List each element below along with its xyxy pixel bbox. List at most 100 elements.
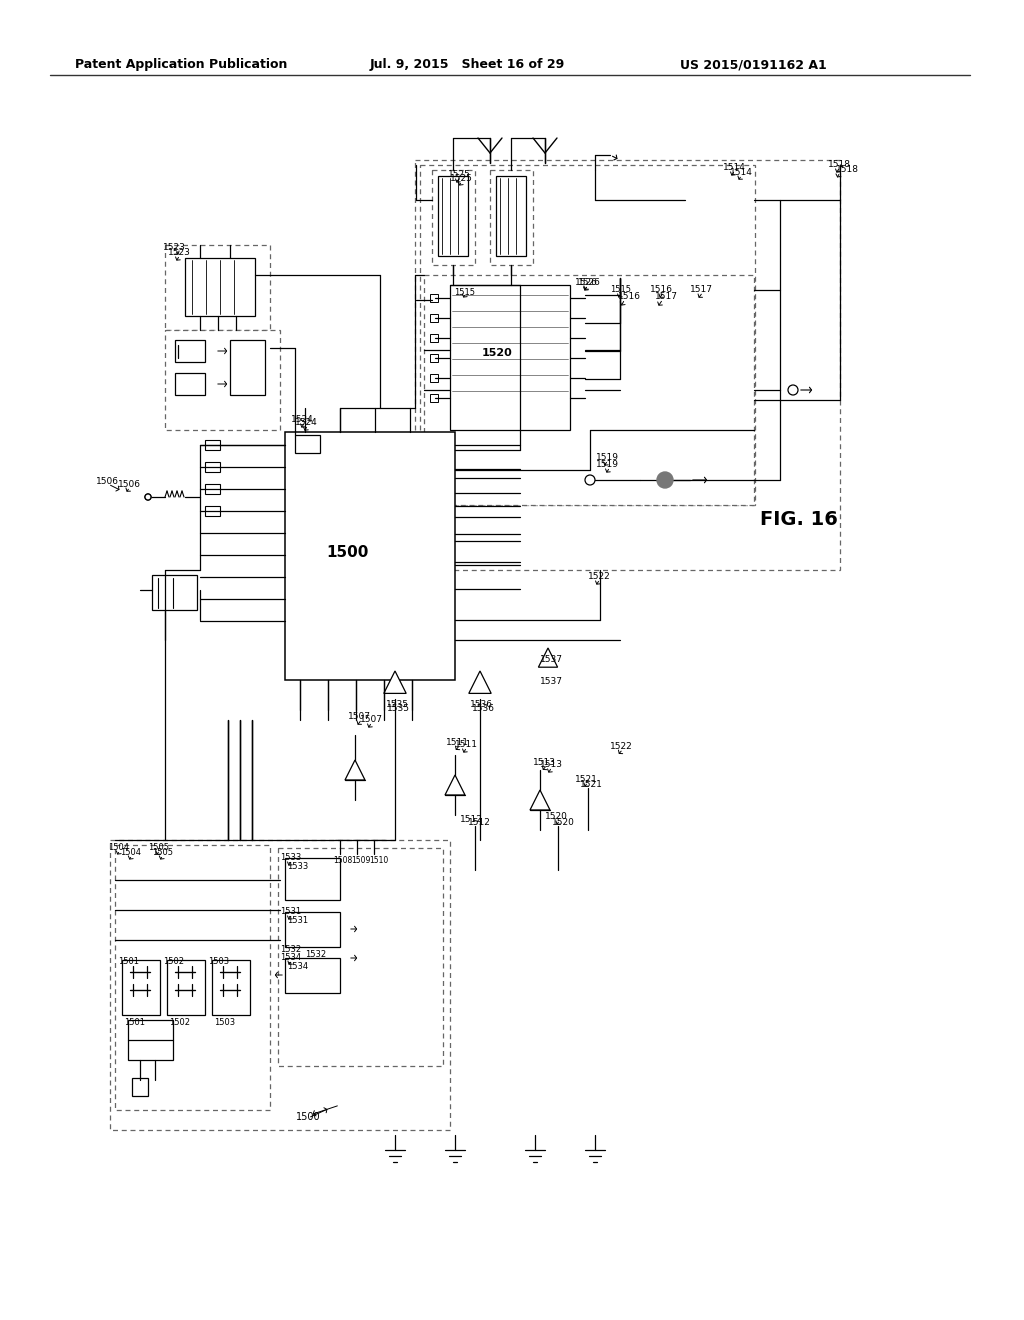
Bar [420,165,755,506]
Bar [278,847,443,1067]
Text: 1509: 1509 [351,855,371,865]
Bar [430,354,438,362]
Text: 1504: 1504 [120,847,141,857]
Text: 1526: 1526 [575,279,598,286]
Bar [335,840,349,854]
Text: 1521: 1521 [580,780,603,789]
Circle shape [145,494,151,500]
Text: 1520: 1520 [545,812,568,821]
Bar [285,858,340,900]
Bar [430,393,438,403]
Text: 1505: 1505 [148,843,169,851]
Bar [132,1078,148,1096]
Text: 1500: 1500 [326,545,369,560]
Bar [167,960,205,1015]
Text: 1520: 1520 [481,348,512,358]
Text: 1520: 1520 [552,818,574,828]
Bar [450,285,570,430]
Text: 1510: 1510 [369,855,388,865]
Text: 1515: 1515 [610,285,631,294]
Text: 1524: 1524 [291,414,313,424]
Bar [165,246,270,330]
Text: 1517: 1517 [655,292,678,301]
Circle shape [657,473,673,488]
Text: 1502: 1502 [163,957,184,966]
Polygon shape [384,671,407,693]
Text: 1503: 1503 [214,1018,236,1027]
Text: 1522: 1522 [588,572,610,581]
Text: 1513: 1513 [534,758,556,767]
Text: 1517: 1517 [690,285,713,294]
Bar [185,257,255,315]
Text: 1537: 1537 [540,677,563,686]
Bar [152,576,197,610]
Bar [438,176,468,256]
Circle shape [145,494,151,500]
Text: 1515: 1515 [454,288,475,297]
Text: 1506: 1506 [96,477,119,486]
Bar [371,840,385,854]
Bar [490,170,534,265]
Text: 1518: 1518 [828,160,851,169]
Bar [165,330,280,430]
Bar [424,275,754,506]
Text: 1508: 1508 [333,855,352,865]
Text: 1519: 1519 [596,453,618,462]
Text: 1533: 1533 [280,853,301,862]
Text: 1514: 1514 [730,168,753,177]
Text: 1500: 1500 [296,1111,321,1122]
Text: 1523: 1523 [163,243,186,252]
Text: 1504: 1504 [108,843,129,851]
Text: 1516: 1516 [618,292,641,301]
Text: 1535: 1535 [387,704,410,713]
Text: 1526: 1526 [578,279,601,286]
Text: 1519: 1519 [596,459,618,469]
Bar [205,462,220,473]
Polygon shape [345,760,365,780]
Text: 1511: 1511 [455,741,478,748]
Text: 1501: 1501 [118,957,139,966]
Text: 1534: 1534 [280,953,301,962]
Polygon shape [539,648,558,667]
Text: 1518: 1518 [836,165,859,174]
Text: Patent Application Publication: Patent Application Publication [75,58,288,71]
Polygon shape [445,775,465,795]
Text: 1501: 1501 [124,1018,145,1027]
Text: 1502: 1502 [169,1018,190,1027]
Text: 1525: 1525 [449,170,471,180]
Polygon shape [530,789,550,810]
Bar [285,432,455,680]
Text: 1507: 1507 [348,711,371,721]
Text: Jul. 9, 2015   Sheet 16 of 29: Jul. 9, 2015 Sheet 16 of 29 [370,58,565,71]
Text: 1536: 1536 [470,700,493,709]
Bar [205,484,220,494]
Bar [175,341,205,362]
Text: 1511: 1511 [446,738,469,747]
Bar [122,960,160,1015]
Text: 1531: 1531 [280,907,301,916]
Text: 1523: 1523 [168,248,190,257]
Bar [496,176,526,256]
Text: 1532: 1532 [280,945,301,954]
Text: 1531: 1531 [287,916,308,925]
Text: US 2015/0191162 A1: US 2015/0191162 A1 [680,58,826,71]
Text: 1521: 1521 [575,775,598,784]
Bar [285,912,340,946]
Polygon shape [469,671,492,693]
Bar [212,960,250,1015]
Bar [285,958,340,993]
Text: 1507: 1507 [360,715,383,723]
Circle shape [145,494,151,500]
Text: 1516: 1516 [650,285,673,294]
Bar [110,840,450,1130]
Bar [415,160,840,570]
Text: 1533: 1533 [287,862,308,871]
Text: 1537: 1537 [540,655,563,664]
Text: 1505: 1505 [152,847,173,857]
Text: 1522: 1522 [610,742,633,751]
Text: 1514: 1514 [723,162,745,172]
Text: 1525: 1525 [450,174,473,183]
Bar [430,374,438,381]
Text: 1532: 1532 [305,950,326,960]
Bar [353,840,367,854]
